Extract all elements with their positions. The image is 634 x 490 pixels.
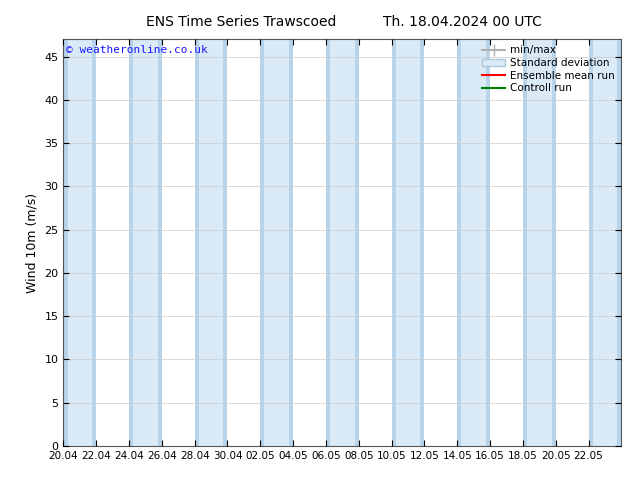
Bar xyxy=(552,39,555,446)
Bar xyxy=(223,39,228,446)
Bar xyxy=(158,39,162,446)
Text: © weatheronline.co.uk: © weatheronline.co.uk xyxy=(66,45,208,55)
Bar xyxy=(63,39,67,446)
Bar xyxy=(618,39,621,446)
Bar xyxy=(195,39,228,446)
Bar xyxy=(129,39,162,446)
Bar xyxy=(523,39,555,446)
Bar xyxy=(486,39,490,446)
Text: Th. 18.04.2024 00 UTC: Th. 18.04.2024 00 UTC xyxy=(384,15,542,29)
Bar xyxy=(129,39,133,446)
Bar xyxy=(326,39,330,446)
Bar xyxy=(261,39,293,446)
Y-axis label: Wind 10m (m/s): Wind 10m (m/s) xyxy=(26,193,39,293)
Bar xyxy=(457,39,490,446)
Bar xyxy=(588,39,621,446)
Bar xyxy=(392,39,424,446)
Bar xyxy=(63,39,96,446)
Legend: min/max, Standard deviation, Ensemble mean run, Controll run: min/max, Standard deviation, Ensemble me… xyxy=(478,41,619,98)
Bar xyxy=(92,39,96,446)
Text: ENS Time Series Trawscoed: ENS Time Series Trawscoed xyxy=(146,15,336,29)
Bar xyxy=(392,39,396,446)
Bar xyxy=(354,39,359,446)
Bar xyxy=(261,39,264,446)
Bar xyxy=(195,39,199,446)
Bar xyxy=(420,39,424,446)
Bar xyxy=(457,39,462,446)
Bar xyxy=(588,39,593,446)
Bar xyxy=(523,39,527,446)
Bar xyxy=(289,39,293,446)
Bar xyxy=(326,39,359,446)
